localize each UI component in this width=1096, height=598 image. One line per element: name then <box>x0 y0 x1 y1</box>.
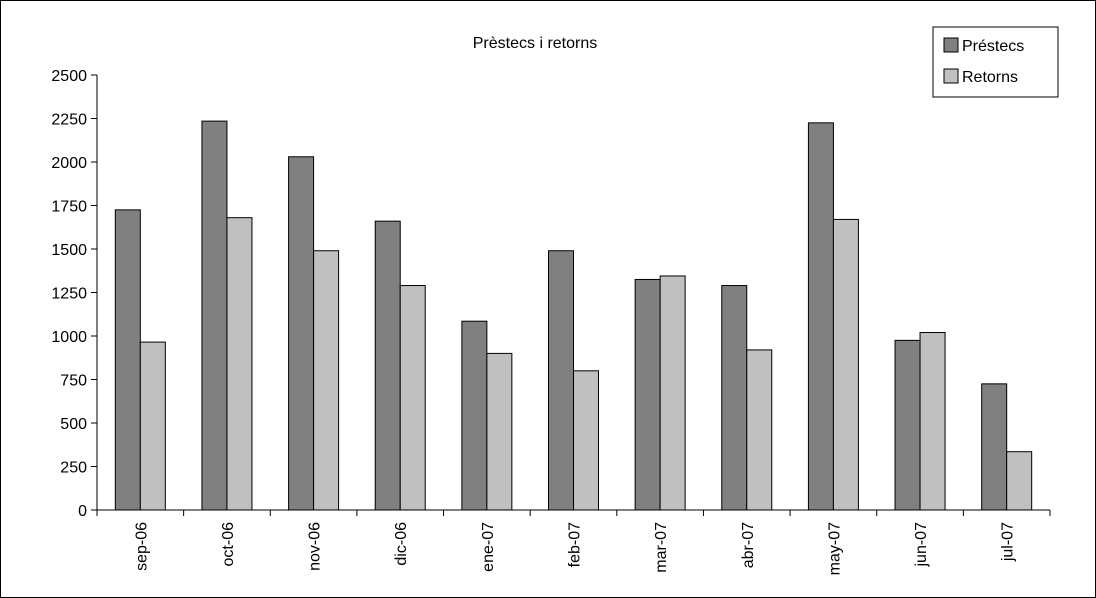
x-tick-label: jul-07 <box>1000 522 1017 562</box>
x-tick-label: sep-06 <box>133 522 150 571</box>
bar-prestecs <box>374 220 401 511</box>
bar-retorns <box>139 341 166 511</box>
chart-title: Prèstecs i retorns <box>473 35 597 52</box>
bar-prestecs <box>721 285 748 511</box>
bar-retorns <box>832 218 859 511</box>
bar-prestecs <box>461 320 488 511</box>
bar-retorns <box>399 285 426 511</box>
x-tick-label: jun-07 <box>913 522 930 568</box>
bar-retorns <box>313 250 340 511</box>
bar-retorns <box>919 332 946 511</box>
bars-group <box>114 120 1033 511</box>
bar-prestecs <box>114 209 141 511</box>
bar-prestecs <box>548 250 574 511</box>
bar-retorns <box>746 349 773 511</box>
bar-prestecs <box>634 278 661 511</box>
bar-prestecs <box>981 383 1008 511</box>
y-tick-label: 1250 <box>51 286 87 303</box>
x-tick-label: ene-07 <box>480 522 497 572</box>
bar-retorns <box>1006 451 1033 511</box>
legend-swatch <box>943 37 959 53</box>
y-tick-label: 1000 <box>51 329 87 346</box>
bar-prestecs <box>894 339 921 511</box>
x-tick-label: nov-06 <box>307 522 324 571</box>
x-tick-label: feb-07 <box>567 522 584 567</box>
bar-retorns <box>659 275 686 511</box>
legend-swatch <box>943 68 959 84</box>
y-tick-label: 500 <box>60 416 87 433</box>
y-tick-label: 1500 <box>51 242 87 259</box>
y-tick-label: 2250 <box>51 112 87 129</box>
y-axis: 0 250 500 750 1000 1250 1500 1750 2000 2250 2500 <box>51 68 98 520</box>
bar-prestecs <box>807 122 834 511</box>
legend-label: Retorns <box>962 69 1018 86</box>
bar-prestecs <box>288 156 315 511</box>
bar-retorns <box>486 352 513 511</box>
y-tick-label: 0 <box>78 503 87 520</box>
y-tick-label: 2000 <box>51 155 87 172</box>
y-tick-label: 1750 <box>51 199 87 216</box>
legend: Préstecs Retorns <box>932 26 1059 98</box>
bar-retorns <box>573 370 599 511</box>
x-tick-label: oct-06 <box>220 522 237 567</box>
y-tick-label: 750 <box>60 373 87 390</box>
bar-prestecs <box>201 120 228 511</box>
y-tick-label: 250 <box>60 460 87 477</box>
bar-retorns <box>226 217 253 511</box>
x-tick-label: abr-07 <box>740 522 757 568</box>
legend-label: Préstecs <box>962 38 1024 55</box>
y-tick-label: 2500 <box>51 68 87 85</box>
x-axis: sep-06 oct-06 nov-06 dic-06 ene-07 feb-07 mar-… <box>96 509 1051 575</box>
x-tick-label: may-07 <box>826 522 843 575</box>
x-tick-label: dic-06 <box>393 522 410 566</box>
x-tick-label: mar-07 <box>653 522 670 573</box>
